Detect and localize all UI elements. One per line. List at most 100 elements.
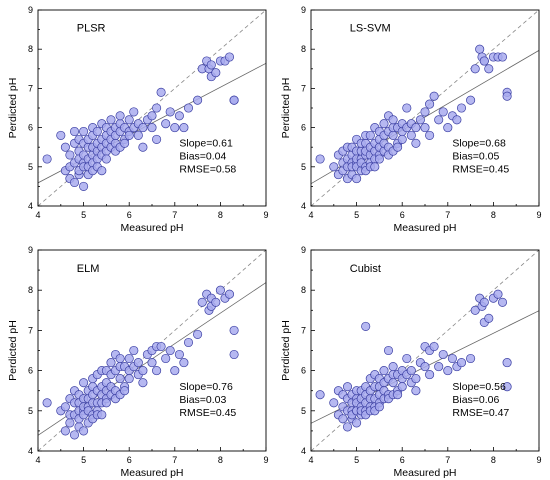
y-tick-label: 5 <box>28 162 33 172</box>
data-point <box>484 64 494 74</box>
x-tick-label: 7 <box>445 210 450 220</box>
data-point <box>443 366 453 376</box>
data-point <box>342 382 353 392</box>
data-point <box>124 353 134 364</box>
data-point <box>79 378 89 388</box>
data-point <box>115 374 125 384</box>
y-tick-label: 5 <box>28 406 33 416</box>
y-tick-label: 4 <box>28 446 33 456</box>
x-tick-label: 5 <box>354 210 359 220</box>
y-tick-label: 8 <box>28 44 33 54</box>
data-point <box>411 138 421 148</box>
data-point <box>138 366 148 376</box>
data-point <box>475 44 485 54</box>
stat-text: RMSE=0.45 <box>452 163 509 175</box>
data-point <box>388 362 398 372</box>
data-point <box>174 111 184 121</box>
data-point <box>452 115 462 125</box>
y-tick-label: 4 <box>28 201 33 211</box>
stat-text: Slope=0.76 <box>179 381 233 393</box>
data-points <box>42 52 239 191</box>
data-point <box>229 95 239 105</box>
data-point <box>206 60 216 70</box>
data-point <box>411 374 421 384</box>
x-tick-label: 5 <box>81 210 86 220</box>
panel-title: ELM <box>77 263 100 275</box>
data-point <box>97 166 107 176</box>
y-tick-label: 9 <box>28 5 33 15</box>
y-tick-label: 9 <box>301 5 306 15</box>
data-point <box>420 107 430 117</box>
data-point <box>406 366 416 376</box>
data-point <box>165 345 175 356</box>
data-point <box>315 390 325 400</box>
data-point <box>42 398 52 408</box>
data-point <box>329 162 339 172</box>
panel-title: Cubist <box>350 263 381 275</box>
x-tick-label: 4 <box>35 455 40 465</box>
y-tick-label: 4 <box>301 446 306 456</box>
data-point <box>502 382 512 392</box>
data-point <box>374 154 384 164</box>
data-point <box>388 378 398 388</box>
data-point <box>69 126 80 137</box>
x-tick-label: 6 <box>127 210 132 220</box>
data-point <box>120 138 130 148</box>
x-tick-label: 7 <box>172 210 177 220</box>
data-point <box>420 123 430 133</box>
stat-text: RMSE=0.58 <box>179 163 236 175</box>
chart-panel-1: 4 5 6 7 8 9 4 5 6 7 8 9 Measured pH Perdicted pH PLSR S… <box>7 5 269 234</box>
y-tick-label: 6 <box>28 123 33 133</box>
data-point <box>493 289 503 299</box>
data-point <box>138 142 148 152</box>
data-point <box>211 297 221 307</box>
data-point <box>133 130 143 140</box>
x-tick-label: 9 <box>536 210 541 220</box>
data-point <box>438 349 448 360</box>
data-point <box>393 142 403 152</box>
data-point <box>379 366 389 376</box>
x-axis-label: Measured pH <box>120 222 183 234</box>
stat-text: RMSE=0.45 <box>179 407 236 419</box>
data-point <box>329 398 339 408</box>
data-point <box>402 353 412 364</box>
data-point <box>165 107 175 117</box>
y-tick-label: 7 <box>301 325 306 335</box>
data-point <box>361 321 371 331</box>
data-point <box>211 68 221 78</box>
data-point <box>56 130 66 140</box>
data-point <box>65 418 75 428</box>
data-points <box>42 285 239 440</box>
data-point <box>170 123 180 133</box>
x-tick-label: 7 <box>445 455 450 465</box>
data-point <box>315 154 325 164</box>
data-point <box>129 345 139 356</box>
data-point <box>120 386 130 396</box>
data-point <box>92 126 102 137</box>
data-point <box>425 130 435 140</box>
data-point <box>338 414 348 424</box>
data-point <box>124 115 134 125</box>
y-axis-label: Perdicted pH <box>280 78 292 139</box>
panel-title: LS-SVM <box>350 23 391 35</box>
data-point <box>170 366 180 376</box>
data-point <box>466 353 476 364</box>
x-tick-label: 7 <box>172 455 177 465</box>
y-tick-label: 9 <box>28 245 33 255</box>
data-point <box>138 378 148 388</box>
data-point <box>179 358 189 368</box>
y-tick-label: 8 <box>301 285 306 295</box>
data-point <box>374 402 384 412</box>
chart-panel-2: 4 5 6 7 8 9 4 5 6 7 8 9 Measured pH Perdicted pH LS-SV… <box>280 5 542 234</box>
data-point <box>425 99 435 109</box>
y-tick-label: 6 <box>28 366 33 376</box>
x-tick-label: 4 <box>35 210 40 220</box>
chart-panel-4: 4 5 6 7 8 9 4 5 6 7 8 9 Measured pH Perdicted pH Cubis… <box>280 245 542 479</box>
y-tick-label: 7 <box>301 83 306 93</box>
data-point <box>388 130 398 140</box>
stat-text: Bias=0.04 <box>179 150 226 162</box>
data-point <box>60 142 70 152</box>
x-tick-label: 8 <box>491 210 496 220</box>
data-point <box>152 366 162 376</box>
y-tick-label: 5 <box>301 406 306 416</box>
